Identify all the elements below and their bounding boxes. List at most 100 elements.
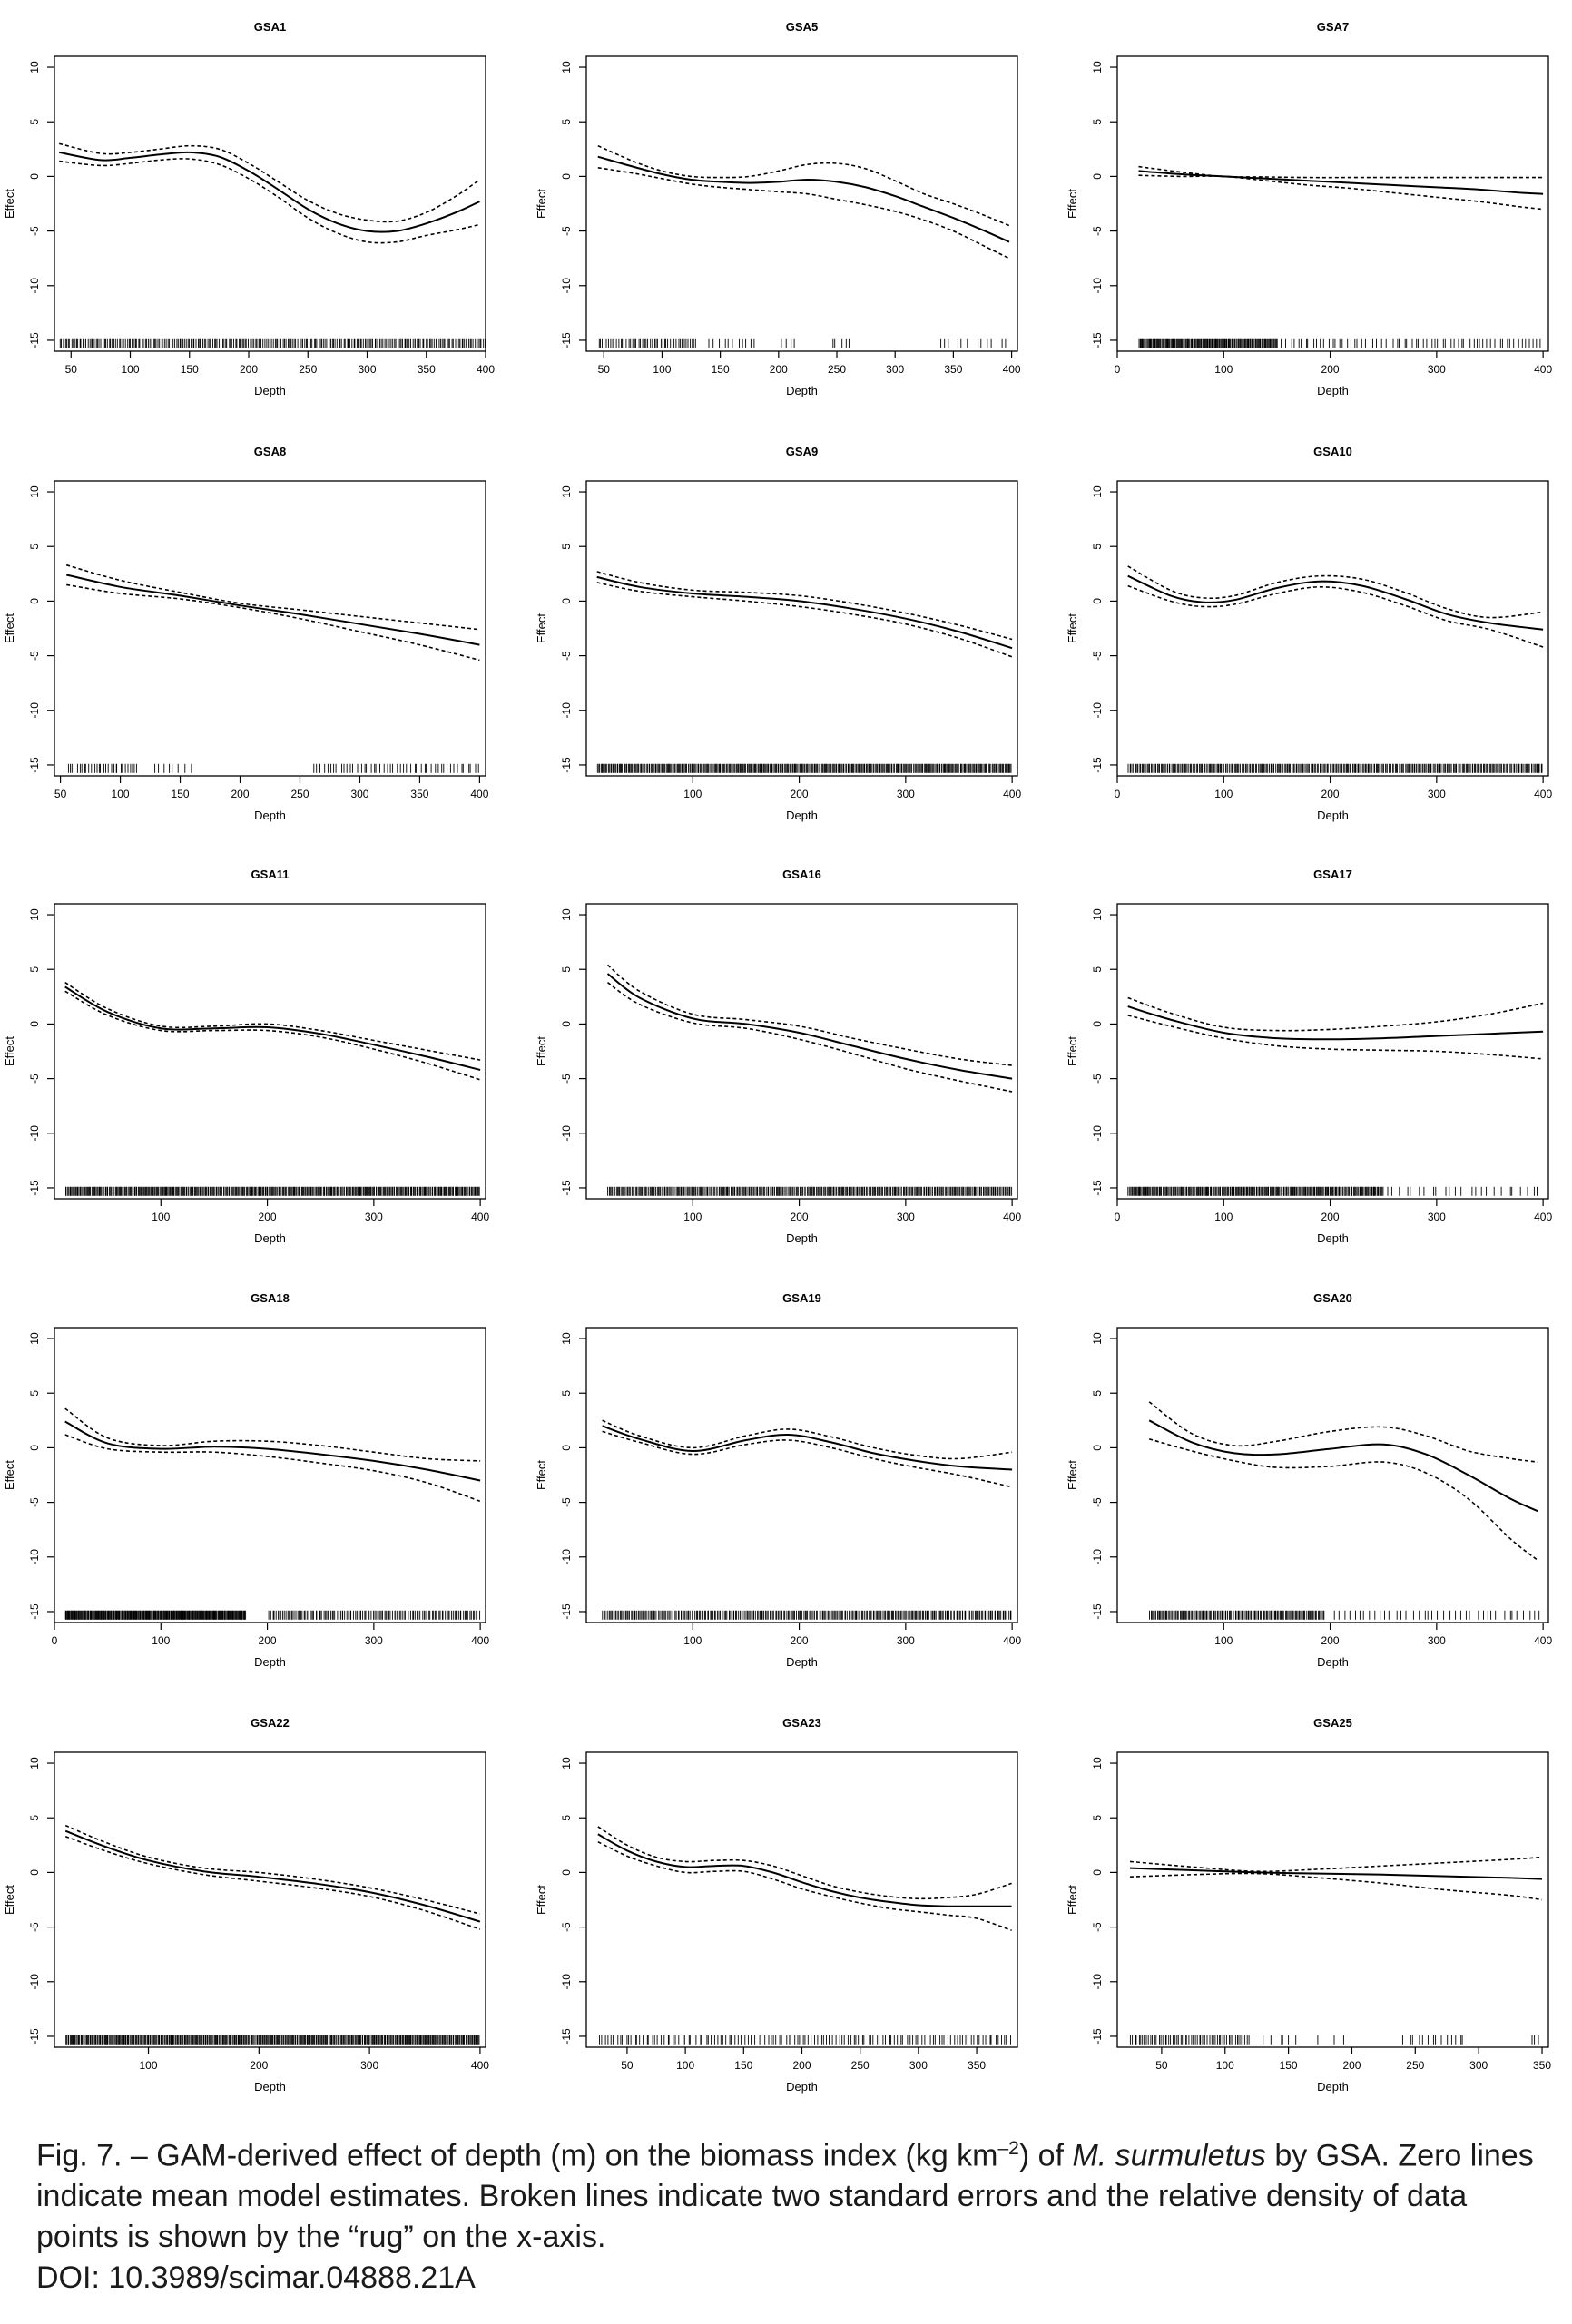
x-tick-label: 100 <box>122 363 140 376</box>
x-tick-label: 200 <box>791 1634 809 1647</box>
mean-effect-line <box>64 985 481 1071</box>
plot-frame <box>585 1751 1018 2048</box>
x-axis-label: Depth <box>254 2080 286 2094</box>
x-tick-label: 100 <box>152 1211 170 1223</box>
x-tick-label: 200 <box>240 363 258 376</box>
y-tick-label: 5 <box>560 1390 573 1397</box>
x-tick-label: 300 <box>1469 2059 1488 2072</box>
y-tick-label: -5 <box>560 651 573 661</box>
y-tick-label: 10 <box>560 61 573 74</box>
y-tick-label: -15 <box>560 2028 573 2045</box>
x-tick-label: 150 <box>172 788 190 800</box>
standard-error-line <box>602 1430 1013 1488</box>
standard-error-line <box>64 982 481 1061</box>
panel-title: GSA16 <box>782 868 821 881</box>
x-tick-label: 200 <box>1321 1211 1340 1223</box>
y-tick-label: 10 <box>1091 61 1104 74</box>
y-tick-label: 0 <box>1091 173 1104 180</box>
x-tick-label: 200 <box>1342 2059 1361 2072</box>
x-tick-label: 150 <box>712 363 730 376</box>
y-tick-label: 10 <box>1091 1757 1104 1770</box>
y-tick-label: 0 <box>560 1021 573 1027</box>
mean-effect-line <box>1127 1005 1544 1041</box>
x-tick-label: 300 <box>350 788 368 800</box>
panel-title: GSA1 <box>254 20 286 34</box>
y-tick-label: -5 <box>1091 1922 1104 1932</box>
x-tick-label: 100 <box>683 1634 702 1647</box>
panel-title: GSA11 <box>251 868 290 881</box>
y-axis-label: Effect <box>535 1036 548 1066</box>
x-tick-label: 400 <box>1003 1211 1021 1223</box>
x-tick-label: 300 <box>1428 1634 1446 1647</box>
x-tick-label: 300 <box>365 1634 383 1647</box>
y-axis-label: Effect <box>3 1036 16 1066</box>
standard-error-line <box>597 144 1010 227</box>
x-tick-label: 350 <box>1533 2059 1551 2072</box>
y-tick-label: 10 <box>560 908 573 921</box>
panel-title: GSA25 <box>1313 1716 1352 1730</box>
y-axis-label: Effect <box>1066 1460 1079 1490</box>
standard-error-line <box>1148 1438 1538 1562</box>
x-tick-label: 200 <box>1321 1634 1340 1647</box>
x-tick-label: 300 <box>886 363 904 376</box>
standard-error-line <box>597 1840 1012 1931</box>
panel-title: GSA7 <box>1317 20 1349 34</box>
x-axis-label: Depth <box>1317 1655 1349 1669</box>
x-tick-label: 400 <box>1003 363 1021 376</box>
y-tick-label: 5 <box>1091 1815 1104 1821</box>
y-tick-label: -15 <box>1091 1603 1104 1620</box>
mean-effect-line <box>602 1425 1013 1471</box>
y-tick-label: 0 <box>560 1869 573 1876</box>
panel-gsa8: GSA8 50 100 150 200 250 300 350 400 -15 -10 -5 0 5 10 D… <box>3 445 489 822</box>
x-axis-label: Depth <box>1317 1231 1349 1245</box>
x-tick-label: 400 <box>471 2059 489 2072</box>
standard-error-line <box>64 1407 481 1462</box>
y-tick-label: -5 <box>28 651 41 661</box>
standard-error-line <box>64 1824 481 1915</box>
plot-frame <box>1116 480 1549 777</box>
x-axis-label: Depth <box>786 1655 818 1669</box>
y-tick-label: -10 <box>1091 1549 1104 1565</box>
x-tick-label: 300 <box>897 1634 915 1647</box>
y-tick-label: 0 <box>1091 1445 1104 1451</box>
standard-error-line <box>59 142 480 223</box>
mean-effect-line <box>64 1829 481 1923</box>
y-tick-label: 5 <box>560 966 573 973</box>
plot-frame <box>54 55 486 352</box>
plot-frame <box>585 480 1018 777</box>
y-tick-label: 5 <box>28 544 41 550</box>
plot-frame <box>1116 1327 1549 1623</box>
y-tick-label: 0 <box>1091 1021 1104 1027</box>
x-tick-label: 200 <box>1321 788 1340 800</box>
standard-error-line <box>596 582 1013 658</box>
y-tick-label: -15 <box>560 1603 573 1620</box>
panel-title: GSA9 <box>786 445 818 458</box>
y-axis-label: Effect <box>535 189 548 219</box>
x-tick-label: 100 <box>152 1634 170 1647</box>
plot-frame <box>54 1327 486 1623</box>
x-tick-label: 350 <box>968 2059 986 2072</box>
y-tick-label: -15 <box>560 332 573 348</box>
y-tick-label: 0 <box>560 173 573 180</box>
y-tick-label: 0 <box>560 1445 573 1451</box>
plot-frame <box>1116 1751 1549 2048</box>
mean-effect-line <box>1129 1867 1543 1880</box>
x-tick-label: 350 <box>410 788 428 800</box>
y-tick-label: 5 <box>28 966 41 973</box>
mean-effect-line <box>606 973 1013 1080</box>
y-tick-label: 10 <box>560 485 573 498</box>
y-axis-label: Effect <box>1066 1885 1079 1915</box>
y-tick-label: -15 <box>1091 1180 1104 1196</box>
y-tick-label: 0 <box>560 598 573 604</box>
y-tick-label: -10 <box>1091 278 1104 294</box>
x-tick-label: 300 <box>897 1211 915 1223</box>
x-tick-label: 50 <box>65 363 78 376</box>
x-tick-label: 300 <box>358 363 376 376</box>
x-tick-label: 150 <box>181 363 199 376</box>
y-tick-label: 0 <box>28 598 41 604</box>
x-tick-label: 0 <box>52 1634 58 1647</box>
x-axis-label: Depth <box>1317 384 1349 397</box>
panel-gsa1: GSA1 50 100 150 200 250 300 350 400 -15 -10 -5 0 5 10 D… <box>3 20 495 397</box>
y-tick-label: -10 <box>1091 1974 1104 1990</box>
